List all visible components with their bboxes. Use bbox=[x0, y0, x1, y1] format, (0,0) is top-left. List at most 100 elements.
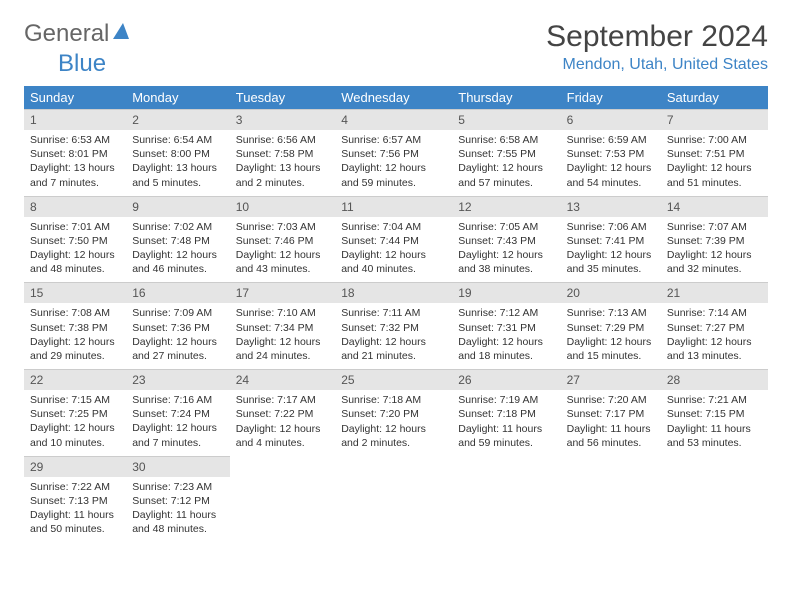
sunset-text: Sunset: 7:51 PM bbox=[667, 147, 762, 161]
weekday-header: Sunday bbox=[24, 86, 126, 110]
weekday-header: Monday bbox=[126, 86, 230, 110]
sunset-text: Sunset: 7:31 PM bbox=[458, 321, 554, 335]
sunrise-text: Sunrise: 7:02 AM bbox=[132, 220, 224, 234]
day-cell: Sunrise: 7:14 AMSunset: 7:27 PMDaylight:… bbox=[661, 303, 768, 369]
weekday-header: Tuesday bbox=[230, 86, 335, 110]
day-number: 8 bbox=[24, 196, 126, 217]
daylight-text: Daylight: 12 hours and 48 minutes. bbox=[30, 248, 120, 276]
day-number: 9 bbox=[126, 196, 230, 217]
day-cell: Sunrise: 7:19 AMSunset: 7:18 PMDaylight:… bbox=[452, 390, 560, 456]
header: General September 2024 Mendon, Utah, Uni… bbox=[24, 20, 768, 74]
day-number: 15 bbox=[24, 283, 126, 304]
day-cell bbox=[335, 477, 452, 543]
daylight-text: Daylight: 12 hours and 13 minutes. bbox=[667, 335, 762, 363]
day-number: 18 bbox=[335, 283, 452, 304]
day-cell bbox=[561, 477, 661, 543]
sunset-text: Sunset: 7:39 PM bbox=[667, 234, 762, 248]
sunset-text: Sunset: 7:25 PM bbox=[30, 407, 120, 421]
sunrise-text: Sunrise: 6:59 AM bbox=[567, 133, 655, 147]
sunset-text: Sunset: 7:12 PM bbox=[132, 494, 224, 508]
logo: General bbox=[24, 20, 133, 48]
day-body-row: Sunrise: 7:08 AMSunset: 7:38 PM Daylight:… bbox=[24, 303, 768, 369]
sunrise-text: Sunrise: 7:15 AM bbox=[30, 393, 120, 407]
sunrise-text: Sunrise: 7:19 AM bbox=[458, 393, 554, 407]
day-cell: Sunrise: 7:16 AMSunset: 7:24 PMDaylight:… bbox=[126, 390, 230, 456]
day-cell: Sunrise: 7:02 AMSunset: 7:48 PMDaylight:… bbox=[126, 217, 230, 283]
day-cell: Sunrise: 7:21 AMSunset: 7:15 PMDaylight:… bbox=[661, 390, 768, 456]
daylight-text: Daylight: 12 hours and 24 minutes. bbox=[236, 335, 329, 363]
day-cell: Sunrise: 7:05 AMSunset: 7:43 PMDaylight:… bbox=[452, 217, 560, 283]
day-cell: Sunrise: 7:00 AMSunset: 7:51 PMDaylight:… bbox=[661, 130, 768, 196]
sunrise-text: Sunrise: 7:13 AM bbox=[567, 306, 655, 320]
sunset-text: Sunset: 7:38 PM bbox=[30, 321, 120, 335]
day-number: 10 bbox=[230, 196, 335, 217]
month-title: September 2024 bbox=[546, 20, 768, 54]
sunrise-text: Sunrise: 7:17 AM bbox=[236, 393, 329, 407]
day-number bbox=[452, 456, 560, 477]
sunset-text: Sunset: 7:27 PM bbox=[667, 321, 762, 335]
daylight-text: Daylight: 12 hours and 43 minutes. bbox=[236, 248, 329, 276]
sunset-text: Sunset: 7:58 PM bbox=[236, 147, 329, 161]
day-cell: Sunrise: 7:22 AMSunset: 7:13 PMDaylight:… bbox=[24, 477, 126, 543]
sunrise-text: Sunrise: 7:10 AM bbox=[236, 306, 329, 320]
daylight-text: Daylight: 12 hours and 15 minutes. bbox=[567, 335, 655, 363]
daylight-text: Daylight: 12 hours and 59 minutes. bbox=[341, 161, 446, 189]
sunrise-text: Sunrise: 7:08 AM bbox=[30, 306, 120, 320]
weekday-header: Thursday bbox=[452, 86, 560, 110]
day-cell: Sunrise: 7:08 AMSunset: 7:38 PMDaylight:… bbox=[24, 303, 126, 369]
day-cell: Sunrise: 7:07 AMSunset: 7:39 PMDaylight:… bbox=[661, 217, 768, 283]
sunset-text: Sunset: 7:53 PM bbox=[567, 147, 655, 161]
day-cell: Sunrise: 7:10 AMSunset: 7:34 PMDaylight:… bbox=[230, 303, 335, 369]
day-body-row: Sunrise: 7:22 AMSunset: 7:13 PMDaylight:… bbox=[24, 477, 768, 543]
logo-sail-icon bbox=[109, 20, 133, 48]
day-number: 16 bbox=[126, 283, 230, 304]
daylight-text: Daylight: 12 hours and 35 minutes. bbox=[567, 248, 655, 276]
day-cell bbox=[661, 477, 768, 543]
weekday-header: Wednesday bbox=[335, 86, 452, 110]
day-cell: Sunrise: 7:06 AMSunset: 7:41 PMDaylight:… bbox=[561, 217, 661, 283]
day-cell: Sunrise: 6:57 AMSunset: 7:56 PMDaylight:… bbox=[335, 130, 452, 196]
sunrise-text: Sunrise: 7:04 AM bbox=[341, 220, 446, 234]
day-number: 2 bbox=[126, 110, 230, 131]
sunset-text: Sunset: 7:55 PM bbox=[458, 147, 554, 161]
sunrise-text: Sunrise: 7:21 AM bbox=[667, 393, 762, 407]
sunrise-text: Sunrise: 7:16 AM bbox=[132, 393, 224, 407]
sunset-text: Sunset: 7:17 PM bbox=[567, 407, 655, 421]
sunset-text: Sunset: 7:50 PM bbox=[30, 234, 120, 248]
sunrise-text: Sunrise: 7:12 AM bbox=[458, 306, 554, 320]
sunset-text: Sunset: 7:48 PM bbox=[132, 234, 224, 248]
sunset-text: Sunset: 7:24 PM bbox=[132, 407, 224, 421]
day-number: 19 bbox=[452, 283, 560, 304]
sunrise-text: Sunrise: 6:53 AM bbox=[30, 133, 120, 147]
day-number-row: 22232425262728 bbox=[24, 370, 768, 391]
sunset-text: Sunset: 7:46 PM bbox=[236, 234, 329, 248]
sunrise-text: Sunrise: 7:06 AM bbox=[567, 220, 655, 234]
weekday-header: Saturday bbox=[661, 86, 768, 110]
weekday-header: Friday bbox=[561, 86, 661, 110]
day-number bbox=[230, 456, 335, 477]
day-number bbox=[335, 456, 452, 477]
day-number bbox=[561, 456, 661, 477]
day-cell: Sunrise: 7:11 AMSunset: 7:32 PMDaylight:… bbox=[335, 303, 452, 369]
sunrise-text: Sunrise: 7:03 AM bbox=[236, 220, 329, 234]
calendar-page: General September 2024 Mendon, Utah, Uni… bbox=[0, 0, 792, 562]
calendar-table: Sunday Monday Tuesday Wednesday Thursday… bbox=[24, 86, 768, 542]
sunset-text: Sunset: 7:44 PM bbox=[341, 234, 446, 248]
day-number-row: 891011121314 bbox=[24, 196, 768, 217]
day-body-row: Sunrise: 7:15 AMSunset: 7:25 PMDaylight:… bbox=[24, 390, 768, 456]
sunrise-text: Sunrise: 7:14 AM bbox=[667, 306, 762, 320]
day-cell: Sunrise: 7:18 AMSunset: 7:20 PMDaylight:… bbox=[335, 390, 452, 456]
sunset-text: Sunset: 7:43 PM bbox=[458, 234, 554, 248]
logo-text-general: General bbox=[24, 20, 109, 48]
day-number: 6 bbox=[561, 110, 661, 131]
daylight-text: Daylight: 12 hours and 40 minutes. bbox=[341, 248, 446, 276]
daylight-text: Daylight: 12 hours and 18 minutes. bbox=[458, 335, 554, 363]
day-number: 17 bbox=[230, 283, 335, 304]
daylight-text: Daylight: 12 hours and 46 minutes. bbox=[132, 248, 224, 276]
sunset-text: Sunset: 7:36 PM bbox=[132, 321, 224, 335]
location-text: Mendon, Utah, United States bbox=[546, 56, 768, 74]
day-cell: Sunrise: 7:04 AMSunset: 7:44 PMDaylight:… bbox=[335, 217, 452, 283]
daylight-text: Daylight: 12 hours and 54 minutes. bbox=[567, 161, 655, 189]
day-cell: Sunrise: 7:17 AMSunset: 7:22 PMDaylight:… bbox=[230, 390, 335, 456]
day-number: 24 bbox=[230, 370, 335, 391]
